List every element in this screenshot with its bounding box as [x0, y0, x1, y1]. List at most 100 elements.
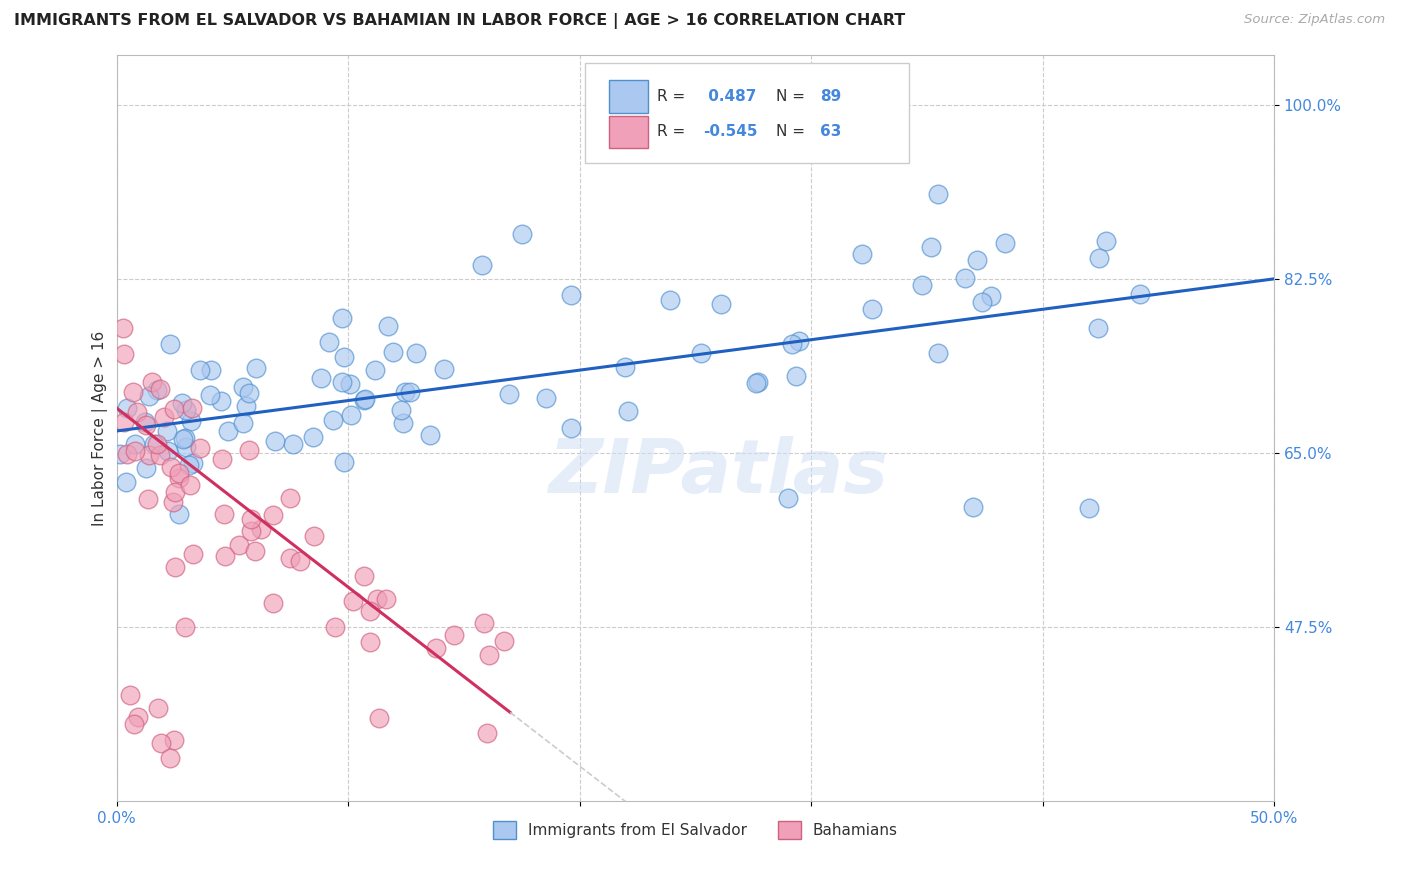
Point — [159, 750, 181, 764]
Point — [138, 448, 160, 462]
Text: Source: ZipAtlas.com: Source: ZipAtlas.com — [1244, 13, 1385, 27]
Point — [617, 404, 640, 418]
Point — [342, 594, 364, 608]
Point — [492, 634, 515, 648]
Point — [330, 311, 353, 326]
Point — [1088, 251, 1111, 265]
Point — [927, 345, 949, 359]
Point — [1095, 235, 1118, 249]
Point — [353, 569, 375, 583]
Point — [173, 431, 195, 445]
Point — [392, 416, 415, 430]
Point — [115, 401, 138, 416]
Text: -0.545: -0.545 — [703, 125, 758, 139]
Text: N =: N = — [776, 88, 810, 103]
Point — [745, 376, 768, 391]
Point — [112, 346, 135, 360]
Point — [920, 240, 942, 254]
Point — [169, 507, 191, 521]
Point — [377, 319, 399, 334]
Point — [122, 384, 145, 399]
Point — [124, 444, 146, 458]
Point — [238, 386, 260, 401]
Point — [153, 410, 176, 425]
Point — [443, 628, 465, 642]
Point — [188, 441, 211, 455]
Point — [419, 428, 441, 442]
Point — [167, 467, 190, 481]
Point — [309, 371, 332, 385]
Point — [278, 491, 301, 506]
Point — [510, 227, 533, 241]
Point — [146, 437, 169, 451]
Point — [112, 416, 135, 430]
Point — [179, 458, 201, 473]
Point — [339, 377, 361, 392]
Point — [245, 360, 267, 375]
Text: R =: R = — [657, 125, 690, 139]
Point — [211, 452, 233, 467]
Text: 0.487: 0.487 — [703, 88, 756, 103]
Point — [163, 559, 186, 574]
Point — [399, 385, 422, 400]
Text: 89: 89 — [820, 88, 842, 103]
Point — [262, 596, 284, 610]
Point — [163, 402, 186, 417]
Point — [368, 710, 391, 724]
Point — [980, 289, 1002, 303]
Point — [162, 733, 184, 747]
Point — [966, 252, 988, 267]
Point — [174, 620, 197, 634]
Point — [322, 413, 344, 427]
Point — [138, 388, 160, 402]
Point — [262, 508, 284, 523]
Point — [318, 335, 340, 350]
Point — [181, 547, 204, 561]
Point — [172, 432, 194, 446]
Point — [613, 359, 636, 374]
Point — [851, 247, 873, 261]
Point — [127, 710, 149, 724]
Point — [375, 592, 398, 607]
Point — [174, 402, 197, 417]
Point — [125, 405, 148, 419]
Point — [710, 297, 733, 311]
Point — [124, 436, 146, 450]
Point — [1077, 500, 1099, 515]
Point — [156, 424, 179, 438]
Point — [340, 409, 363, 423]
Point — [146, 700, 169, 714]
Point — [232, 416, 254, 430]
Point — [165, 485, 187, 500]
Point — [112, 321, 135, 335]
Point — [142, 437, 165, 451]
Point — [149, 448, 172, 462]
Text: N =: N = — [776, 125, 810, 139]
Point — [209, 394, 232, 409]
Point — [475, 725, 498, 739]
Point — [1129, 286, 1152, 301]
Point — [302, 430, 325, 444]
Point — [534, 392, 557, 406]
FancyBboxPatch shape — [609, 79, 648, 112]
Point — [330, 376, 353, 390]
Point — [353, 392, 375, 406]
Point — [394, 384, 416, 399]
Point — [405, 346, 427, 360]
Point — [425, 641, 447, 656]
Point — [747, 375, 769, 389]
Point — [181, 401, 204, 416]
Point — [560, 288, 582, 302]
Point — [433, 362, 456, 376]
Point — [389, 402, 412, 417]
Point — [281, 437, 304, 451]
Point — [114, 475, 136, 489]
Point — [167, 471, 190, 485]
Point — [359, 634, 381, 648]
Point — [478, 648, 501, 662]
Point — [179, 478, 201, 492]
Point — [911, 277, 934, 292]
Point — [333, 455, 356, 469]
Point — [953, 270, 976, 285]
Point — [217, 425, 239, 439]
